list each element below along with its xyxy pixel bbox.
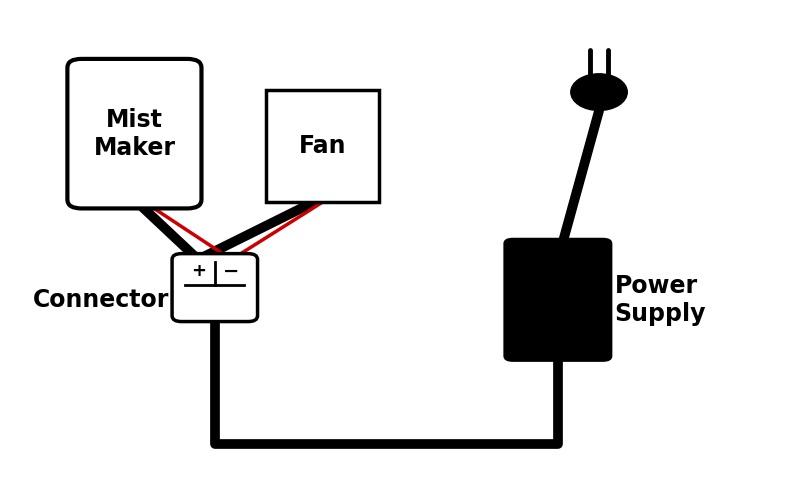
Text: Fan: Fan xyxy=(299,134,346,158)
Ellipse shape xyxy=(571,74,627,110)
Text: −: − xyxy=(223,261,240,281)
FancyBboxPatch shape xyxy=(266,89,380,202)
FancyBboxPatch shape xyxy=(504,238,612,362)
FancyBboxPatch shape xyxy=(172,253,258,322)
Text: +: + xyxy=(191,262,206,280)
FancyBboxPatch shape xyxy=(67,59,201,208)
Text: Connector: Connector xyxy=(33,288,169,312)
Text: Mist
Maker: Mist Maker xyxy=(93,108,175,160)
Text: Power
Supply: Power Supply xyxy=(615,274,706,326)
